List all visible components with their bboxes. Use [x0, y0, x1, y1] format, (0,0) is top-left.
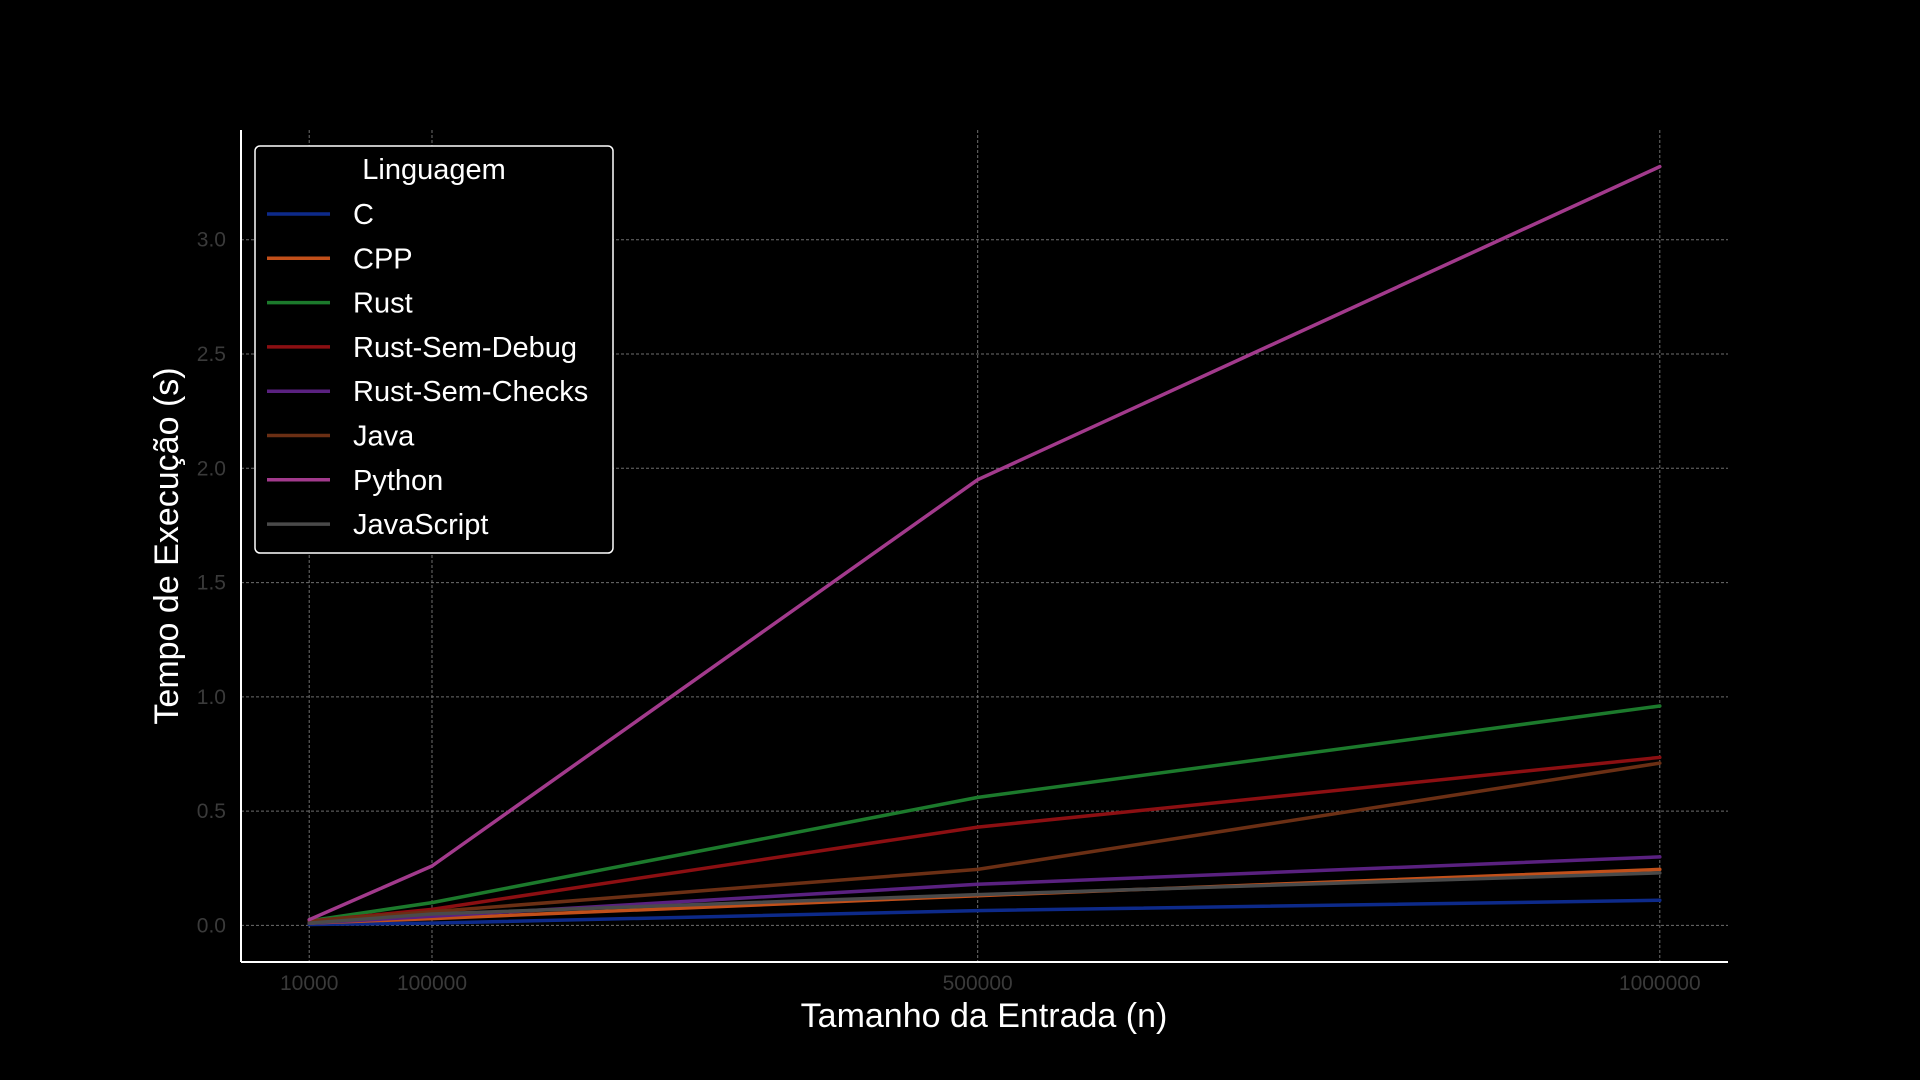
y-tick-label: 1.0 [197, 686, 226, 709]
series-line-rust [307, 704, 1662, 923]
legend-label-rust-sem-checks: Rust-Sem-Checks [353, 376, 588, 408]
y-tick-label: 2.0 [197, 457, 226, 480]
y-tick-label: 1.5 [197, 572, 226, 595]
x-tick-label: 10000 [280, 972, 338, 995]
legend-label-rust-sem-debug: Rust-Sem-Debug [353, 332, 577, 364]
axes [240, 130, 1728, 963]
legend-label-c: C [353, 199, 374, 231]
x-tick-label: 1000000 [1619, 972, 1701, 995]
legend-title: Linguagem [362, 154, 506, 186]
legend-label-java: Java [353, 421, 415, 453]
series-line-java [307, 761, 1662, 923]
x-tick-label: 500000 [943, 972, 1013, 995]
series-line-python [307, 164, 1662, 922]
y-tick-label: 0.5 [197, 800, 226, 823]
y-tick-label: 2.5 [197, 343, 226, 366]
legend-items: C CPP Rust Rust-Sem-Debug Rust-Sem-Checks Jav… [267, 199, 588, 541]
series-lines [307, 164, 1662, 927]
y-tick-label: 0.0 [197, 914, 226, 937]
series-line-javascript [307, 871, 1662, 925]
y-tick-label: 3.0 [197, 229, 226, 252]
legend: Linguagem C CPP Rust Rust-Sem-Debug Rust-Sem… [254, 145, 614, 554]
x-axis-title: Tamanho da Entrada (n) [801, 997, 1168, 1035]
legend-label-javascript: JavaScript [353, 509, 488, 541]
y-axis-title: Tempo de Execução (s) [148, 367, 186, 724]
series-line-c [307, 898, 1662, 927]
legend-label-rust: Rust [353, 288, 413, 320]
legend-label-python: Python [353, 465, 443, 497]
legend-label-cpp: CPP [353, 243, 413, 275]
legend-box [254, 145, 614, 554]
tick-labels: 0.0 0.5 1.0 1.5 2.0 2.5 3.0 10000 100000 500000 10… [197, 229, 1701, 995]
x-tick-label: 100000 [397, 972, 467, 995]
